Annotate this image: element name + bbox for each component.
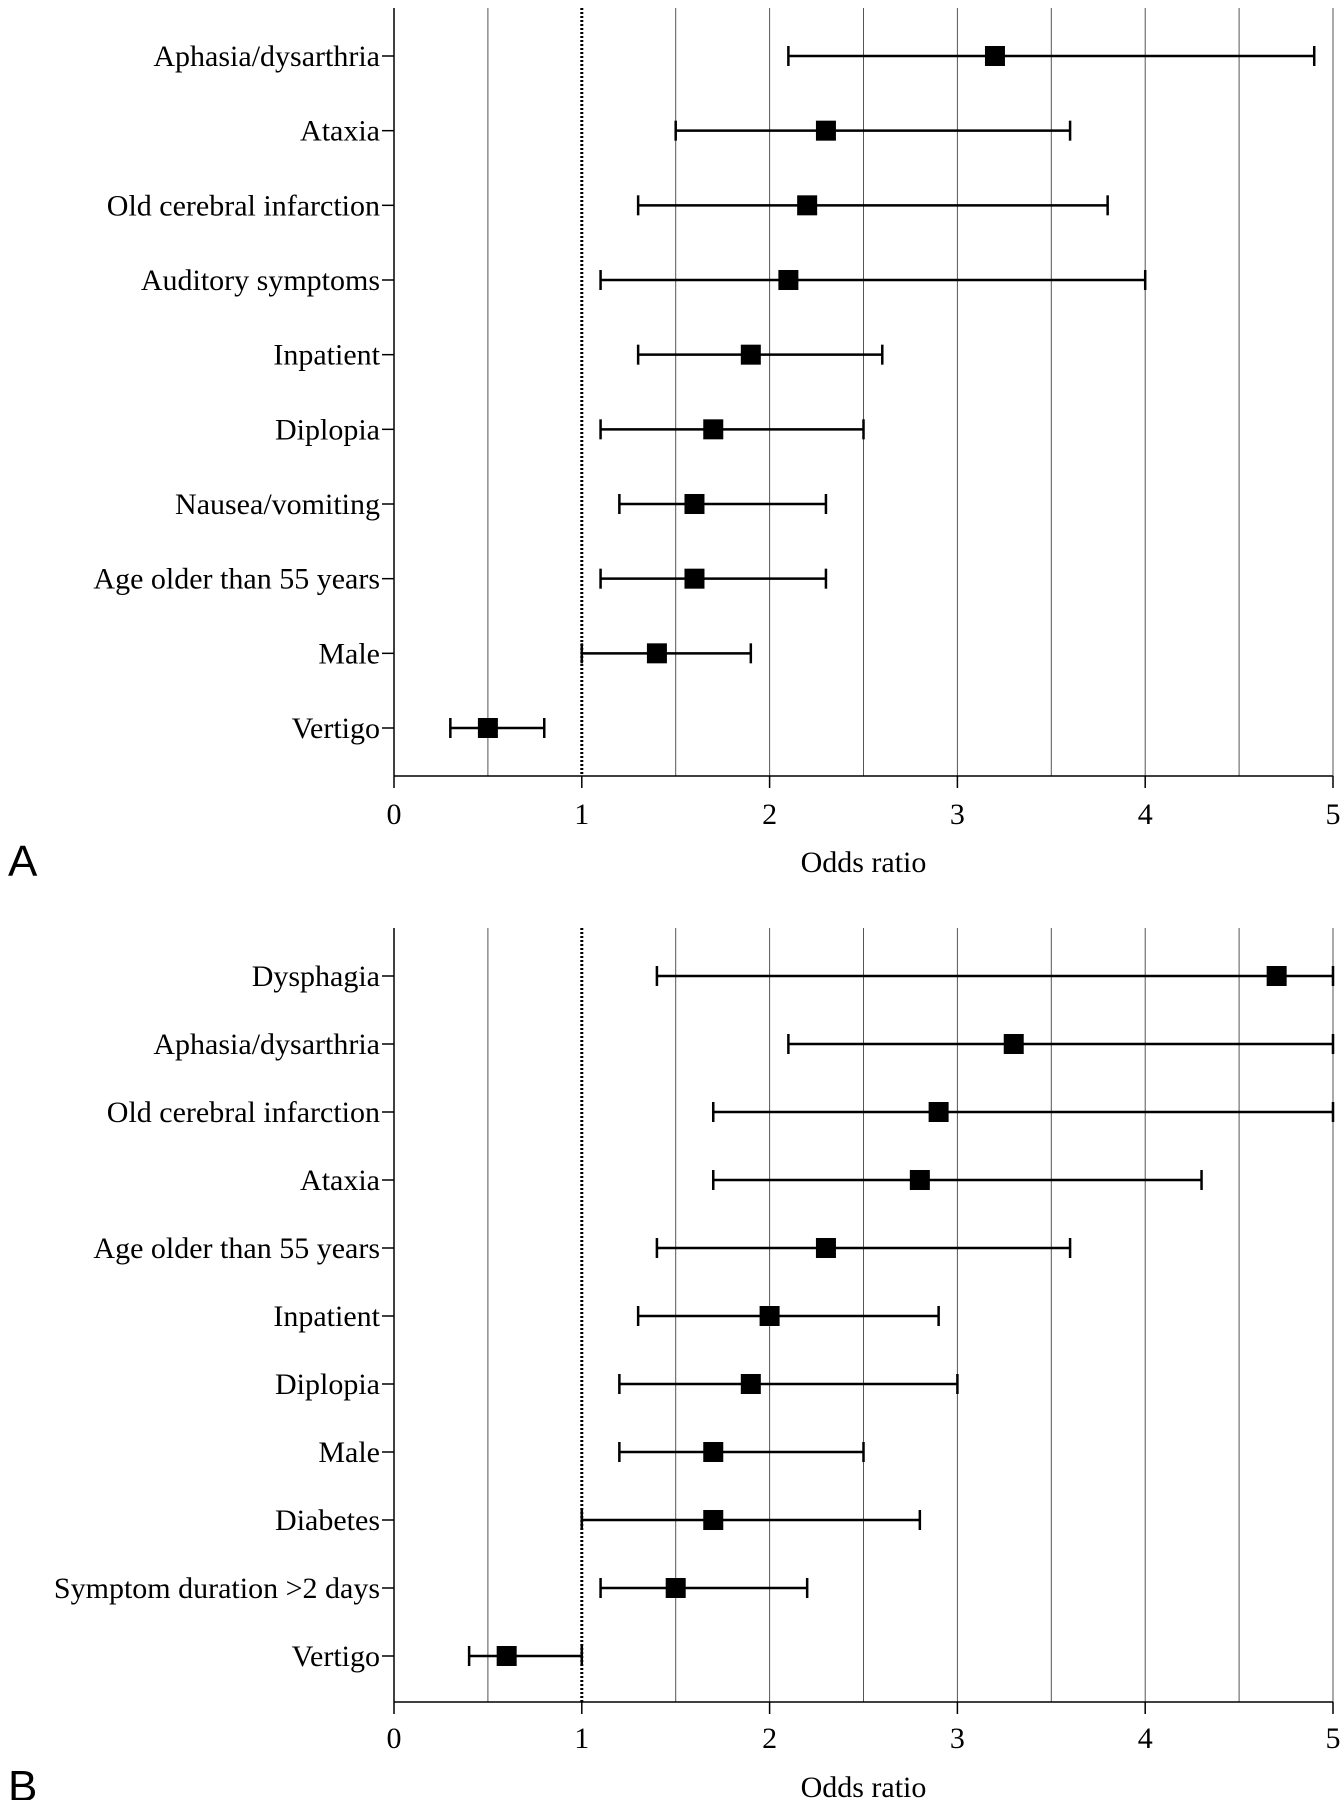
row-label: Old cerebral infarction — [107, 1096, 380, 1129]
odds-ratio-marker — [703, 1442, 724, 1462]
odds-ratio-marker — [815, 1238, 836, 1258]
row-label: Ataxia — [300, 1164, 380, 1197]
odds-ratio-marker — [778, 270, 799, 290]
odds-ratio-marker — [703, 419, 724, 440]
odds-ratio-marker — [703, 1510, 724, 1530]
x-tick-label: 0 — [387, 798, 402, 831]
panel-letter: B — [8, 1762, 37, 1800]
row-label: Inpatient — [273, 339, 380, 372]
odds-ratio-marker — [684, 568, 705, 589]
odds-ratio-marker — [740, 344, 761, 365]
row-label: Nausea/vomiting — [175, 488, 380, 521]
row-label: Inpatient — [273, 1300, 380, 1333]
row-label: Aphasia/dysarthria — [153, 40, 380, 73]
x-tick-label: 3 — [950, 1722, 965, 1755]
odds-ratio-marker — [759, 1306, 780, 1326]
odds-ratio-marker — [496, 1646, 517, 1666]
row-label: Diabetes — [275, 1504, 380, 1537]
odds-ratio-marker — [740, 1374, 761, 1394]
x-tick-label: 4 — [1138, 1722, 1153, 1755]
odds-ratio-marker — [797, 195, 818, 216]
odds-ratio-marker — [684, 494, 705, 514]
row-label: Auditory symptoms — [141, 264, 380, 297]
x-tick-label: 3 — [950, 798, 965, 831]
row-label: Age older than 55 years — [93, 1232, 380, 1265]
odds-ratio-marker — [1266, 966, 1287, 986]
x-tick-label: 5 — [1326, 798, 1341, 831]
x-tick-label: 2 — [762, 798, 777, 831]
row-label: Male — [318, 1436, 380, 1469]
row-label: Old cerebral infarction — [107, 189, 380, 222]
row-label: Diplopia — [275, 413, 380, 446]
odds-ratio-marker — [984, 46, 1005, 66]
x-tick-label: 5 — [1326, 1722, 1341, 1755]
x-axis-title: Odds ratio — [801, 846, 927, 879]
row-label: Male — [318, 637, 380, 670]
odds-ratio-marker — [928, 1102, 949, 1122]
x-axis-title: Odds ratio — [801, 1771, 927, 1800]
odds-ratio-marker — [646, 643, 667, 664]
odds-ratio-marker — [477, 718, 498, 738]
panel-letter: A — [8, 837, 38, 886]
row-label: Diplopia — [275, 1368, 380, 1401]
panel-b: 0 1 2 3 4 5 Odds ratio B Dysphagia Aphasia/dysart… — [8, 928, 1341, 1800]
odds-ratio-marker — [665, 1578, 686, 1598]
row-label: Vertigo — [292, 1640, 380, 1673]
x-tick-label: 2 — [762, 1722, 777, 1755]
row-label: Dysphagia — [252, 960, 380, 993]
x-tick-label: 0 — [387, 1722, 402, 1755]
odds-ratio-marker — [815, 120, 836, 141]
odds-ratio-marker — [909, 1170, 930, 1190]
row-label: Vertigo — [292, 712, 380, 745]
row-label: Ataxia — [300, 115, 380, 148]
odds-ratio-marker — [1003, 1034, 1024, 1054]
row-label: Aphasia/dysarthria — [153, 1028, 380, 1061]
x-tick-label: 1 — [574, 1722, 589, 1755]
row-label: Symptom duration >2 days — [54, 1572, 380, 1605]
panel-a: 0 1 2 3 4 5 Odds ratio A Aphasia/dysarthria Ataxi… — [8, 8, 1341, 886]
x-tick-label: 1 — [574, 798, 589, 831]
x-tick-label: 4 — [1138, 798, 1153, 831]
row-label: Age older than 55 years — [93, 563, 380, 596]
